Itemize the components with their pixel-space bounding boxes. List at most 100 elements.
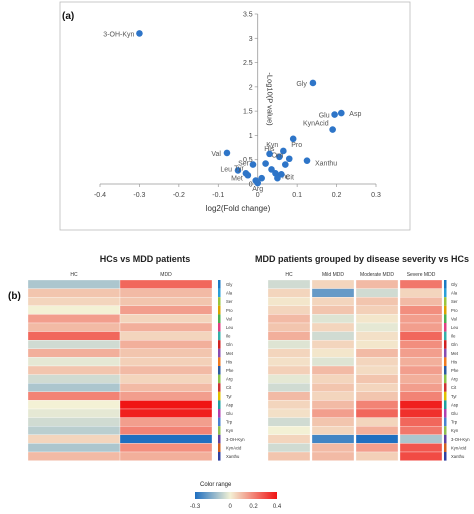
data-point — [289, 135, 297, 143]
heatmap-cell — [355, 297, 399, 306]
heatmap-cell — [119, 400, 213, 410]
point-label: His — [264, 146, 275, 153]
heatmap-cell — [119, 374, 213, 384]
heatmap-cell — [399, 365, 443, 375]
row-label: Val — [226, 316, 232, 321]
heatmap-cell — [399, 297, 443, 306]
heatmap-cell — [311, 451, 355, 461]
heatmap-cell — [27, 357, 121, 367]
heatmap-cell — [27, 434, 121, 444]
row-label: Pro — [451, 308, 458, 313]
row-color-tag — [218, 280, 221, 289]
heatmap-cell — [119, 348, 213, 358]
row-color-tag — [444, 357, 447, 366]
heatmap-cell — [399, 383, 443, 392]
point-label: Tyr — [234, 165, 244, 172]
panel-a-label: (a) — [62, 11, 75, 22]
row-label: Tyr — [451, 394, 457, 399]
x-tick-label: 0.3 — [371, 192, 381, 199]
row-color-tag — [218, 443, 221, 452]
column-header: HC — [285, 272, 293, 278]
heatmap-cell — [119, 408, 213, 418]
heatmap-cell — [267, 451, 311, 461]
point-label: Gly — [296, 81, 307, 88]
row-label: Phe — [451, 368, 459, 373]
heatmap-cell — [355, 322, 399, 332]
heatmap-cell — [27, 374, 121, 384]
x-tick-label: -0.2 — [173, 192, 185, 199]
x-tick-label: 0 — [256, 192, 260, 199]
y-tick-label: 0 — [249, 182, 253, 189]
row-color-tag — [218, 400, 221, 409]
heatmaps: HC MDD Gly Ala Ser Pro Val Leu Ile Gln Met His Phe Ar… — [27, 272, 470, 461]
row-label: His — [226, 359, 232, 364]
heatmap-cell — [311, 314, 355, 324]
row-label: KynAcid — [451, 445, 467, 450]
y-tick-label: 2 — [249, 84, 253, 91]
heatmap-cell — [27, 297, 121, 306]
heatmap-cell — [311, 305, 355, 315]
heatmap-cell — [267, 383, 311, 392]
heatmap-cell — [399, 331, 443, 341]
point-label: KynAcid — [303, 121, 329, 128]
row-color-tag — [218, 452, 221, 461]
row-label: Trp — [226, 420, 233, 425]
heatmap-cell — [355, 314, 399, 324]
row-color-tag — [444, 331, 447, 341]
row-color-tag — [444, 288, 447, 298]
row-label: Arg — [226, 377, 233, 382]
row-label: Gly — [226, 282, 233, 287]
heatmap-cell — [311, 383, 355, 392]
heatmap-cell — [119, 417, 213, 427]
point-label: Met — [231, 175, 243, 182]
heatmap-cell — [119, 314, 213, 324]
heatmap-cell — [267, 297, 311, 306]
heatmap-cell — [27, 400, 121, 410]
heatmap-cell — [399, 305, 443, 315]
y-tick-label: 3.5 — [243, 12, 253, 19]
heatmap-cell — [267, 322, 311, 332]
heatmap-cell — [399, 279, 443, 289]
row-label: Cit — [451, 385, 457, 390]
heatmap-cell — [267, 340, 311, 349]
heatmap-cell — [355, 288, 399, 298]
data-point — [285, 155, 293, 163]
heatmap-cell — [119, 383, 213, 392]
heatmap-cell — [267, 408, 311, 418]
row-color-tag — [444, 305, 447, 315]
row-color-tag — [218, 383, 221, 392]
heatmap-cell — [399, 426, 443, 435]
row-label: Xanthu — [226, 454, 240, 459]
row-label: Asp — [451, 402, 459, 407]
heatmap-cell — [267, 305, 311, 315]
heatmap-cell — [267, 400, 311, 410]
row-color-tag — [444, 340, 447, 349]
row-color-tag — [218, 340, 221, 349]
heatmap-cell — [119, 434, 213, 444]
row-label: Met — [451, 351, 459, 356]
row-color-tag — [218, 434, 221, 444]
heatmap-cell — [355, 451, 399, 461]
point-label: Arg — [252, 186, 263, 193]
colorbar-gradient — [195, 492, 277, 499]
heatmap-cell — [27, 340, 121, 349]
y-tick-label: 1.5 — [243, 109, 253, 116]
heatmap-cell — [311, 297, 355, 306]
x-tick-label: 0.2 — [332, 192, 342, 199]
colorbar-tick-label: 0 — [228, 504, 232, 510]
heatmap-cell — [27, 383, 121, 392]
point-label: Asp — [349, 111, 361, 118]
row-label: Glu — [226, 411, 233, 416]
heatmap-cell — [399, 374, 443, 384]
row-label: Cit — [226, 385, 232, 390]
row-label: Leu — [226, 325, 234, 330]
heatmap-cell — [399, 348, 443, 358]
row-color-tag — [218, 323, 221, 332]
heatmap-cell — [119, 443, 213, 453]
row-color-tag — [444, 434, 447, 444]
heatmap-cell — [355, 348, 399, 358]
row-color-tag — [444, 443, 447, 452]
row-label: Ala — [451, 291, 458, 296]
row-color-tag — [218, 357, 221, 366]
heatmap-cell — [311, 322, 355, 332]
